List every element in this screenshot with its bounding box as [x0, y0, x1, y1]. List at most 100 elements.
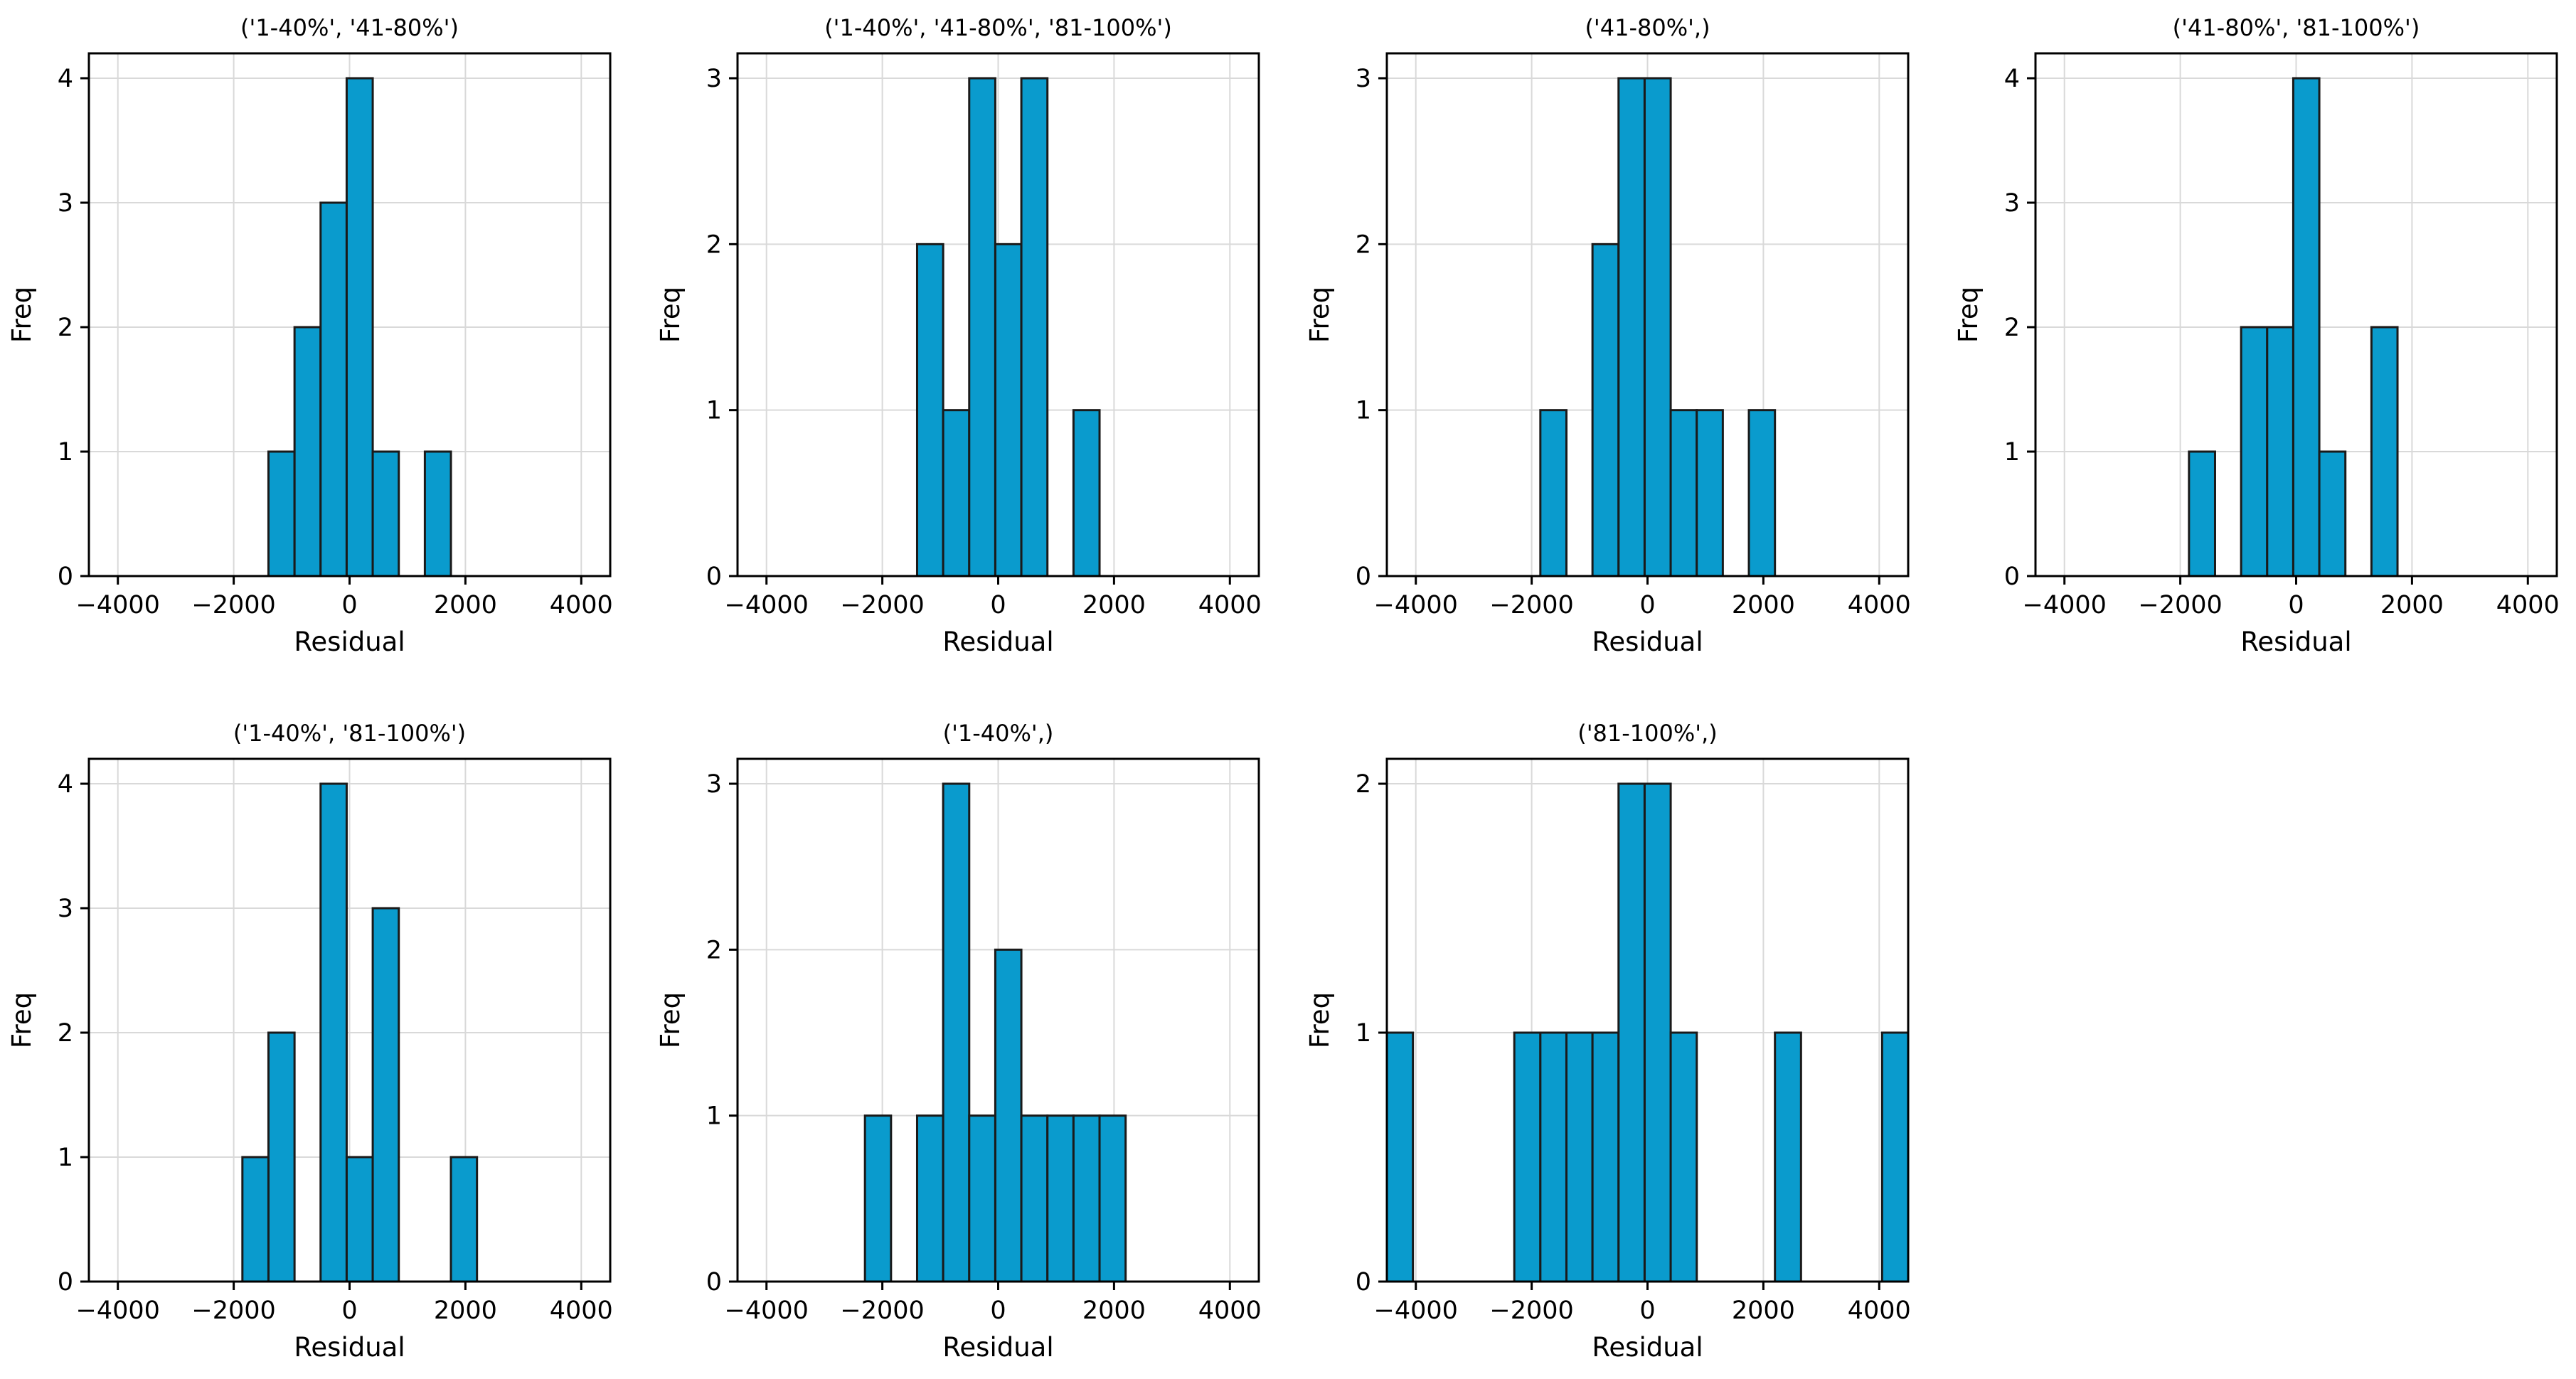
- histogram-bar: [915, 1114, 944, 1283]
- y-tick-label: 1: [58, 438, 73, 467]
- x-axis-label: Residual: [1592, 1332, 1703, 1363]
- histogram-bar: [1591, 243, 1620, 577]
- y-tick-label: 3: [2004, 189, 2020, 218]
- y-tick-label: 3: [1356, 65, 1371, 93]
- y-tick-label: 4: [58, 770, 73, 799]
- y-tick-label: 1: [2004, 438, 2020, 467]
- histogram-bar: [319, 782, 348, 1283]
- x-axis-label: Residual: [942, 627, 1053, 657]
- histogram-bar: [2370, 326, 2399, 577]
- histogram-panel-7: −4000 −2000 0 2000 4000 0 1 2 ('81-100%',) Residu…: [1304, 720, 1911, 1363]
- x-tick-label: −2000: [191, 591, 275, 619]
- panel-title: ('41-80%',): [1585, 14, 1710, 41]
- panel-title: ('1-40%', '41-80%'): [240, 14, 459, 41]
- y-tick-label: 0: [706, 1268, 722, 1297]
- histogram-bar: [371, 450, 400, 577]
- x-tick-label: 0: [341, 1297, 357, 1325]
- x-tick-label: −2000: [840, 591, 924, 619]
- histogram-bar: [371, 907, 400, 1283]
- x-tick-label: 0: [1639, 1297, 1655, 1325]
- y-tick-label: 1: [58, 1144, 73, 1172]
- histogram-bar: [345, 1156, 374, 1283]
- y-axis-label: Freq: [6, 287, 37, 343]
- histogram-bar: [423, 450, 452, 577]
- histogram-panel-1: −4000 −2000 0 2000 4000 0 1 2 3 4 ('1-40%', '41-80…: [6, 14, 613, 657]
- histogram-bar: [968, 77, 996, 577]
- y-tick-label: 0: [2004, 563, 2020, 591]
- histogram-bar: [241, 1156, 270, 1283]
- histogram-bar: [449, 1156, 479, 1283]
- histogram-panel-3: −4000 −2000 0 2000 4000 0 1 2 3 ('41-80%',) Residu…: [1304, 14, 1911, 657]
- y-tick-label: 3: [58, 895, 73, 923]
- y-tick-label: 3: [58, 189, 73, 218]
- x-axis-label: Residual: [2240, 627, 2351, 657]
- x-tick-label: −2000: [2138, 591, 2222, 619]
- histogram-bar: [1539, 409, 1568, 577]
- histogram-bar: [267, 1031, 296, 1283]
- histogram-bar: [1098, 1114, 1127, 1283]
- x-tick-label: 4000: [1198, 591, 1262, 619]
- histogram-bar: [1617, 782, 1646, 1283]
- x-axis-label: Residual: [1592, 627, 1703, 657]
- histogram-panel-4: −4000 −2000 0 2000 4000 0 1 2 3 4 ('41-80%', '81-1…: [1953, 14, 2560, 657]
- x-tick-label: −2000: [1489, 591, 1573, 619]
- histogram-bar: [1591, 1031, 1620, 1283]
- x-tick-label: 2000: [1082, 1297, 1146, 1325]
- histogram-bar: [1643, 77, 1672, 577]
- y-axis-label: Freq: [1304, 287, 1335, 343]
- y-axis-label: Freq: [1953, 287, 1984, 343]
- x-tick-label: 0: [2288, 591, 2304, 619]
- y-tick-label: 2: [2004, 314, 2020, 342]
- x-tick-label: 4000: [550, 591, 613, 619]
- y-tick-label: 0: [58, 563, 73, 591]
- y-tick-label: 2: [706, 936, 722, 964]
- y-tick-label: 1: [1356, 1019, 1371, 1048]
- histogram-bar: [942, 782, 971, 1283]
- y-tick-label: 2: [706, 230, 722, 259]
- panel-title: ('1-40%',): [943, 720, 1054, 747]
- histogram-bar: [1020, 1114, 1049, 1283]
- y-tick-label: 1: [1356, 397, 1371, 425]
- histogram-bar: [1046, 1114, 1075, 1283]
- x-tick-label: 0: [1639, 591, 1655, 619]
- x-tick-label: 2000: [1732, 591, 1795, 619]
- panel-title: ('1-40%', '41-80%', '81-100%'): [824, 14, 1172, 41]
- histogram-bar: [915, 243, 944, 577]
- histogram-bar: [1072, 409, 1101, 577]
- x-tick-label: 2000: [434, 1297, 497, 1325]
- y-tick-label: 0: [58, 1268, 73, 1297]
- histogram-panel-2: −4000 −2000 0 2000 4000 0 1 2 3 ('1-40%', '41-80%…: [655, 14, 1262, 657]
- x-tick-label: −2000: [840, 1297, 924, 1325]
- x-tick-label: 4000: [1848, 591, 1911, 619]
- x-tick-label: −4000: [725, 1297, 809, 1325]
- panel-title: ('1-40%', '81-100%'): [233, 720, 466, 747]
- x-tick-label: 4000: [550, 1297, 613, 1325]
- histogram-bar: [1696, 409, 1724, 577]
- y-axis-label: Freq: [6, 992, 37, 1048]
- histogram-bar: [293, 326, 322, 577]
- histogram-bar: [1669, 409, 1698, 577]
- y-axis-label: Freq: [655, 992, 686, 1048]
- histogram-panel-6: −4000 −2000 0 2000 4000 0 1 2 3 ('1-40%',) Residua…: [655, 720, 1262, 1363]
- y-tick-label: 0: [1356, 1268, 1371, 1297]
- x-tick-label: 2000: [2380, 591, 2444, 619]
- histogram-bar: [1747, 409, 1777, 577]
- y-tick-label: 3: [706, 770, 722, 799]
- x-tick-label: 0: [341, 591, 357, 619]
- x-tick-label: 2000: [434, 591, 497, 619]
- x-tick-label: 0: [990, 591, 1006, 619]
- histogram-bar: [2188, 450, 2216, 577]
- x-axis-label: Residual: [942, 1332, 1053, 1363]
- histogram-bar: [1643, 782, 1672, 1283]
- y-tick-label: 2: [1356, 230, 1371, 259]
- histogram-bar: [2318, 450, 2347, 577]
- y-tick-label: 1: [706, 397, 722, 425]
- y-tick-label: 2: [58, 314, 73, 342]
- histogram-bar: [1020, 77, 1049, 577]
- histogram-bar: [1513, 1031, 1542, 1283]
- histogram-bar: [267, 450, 296, 577]
- histogram-bar: [345, 77, 374, 577]
- y-tick-label: 1: [706, 1102, 722, 1131]
- panel-title: ('81-100%',): [1577, 720, 1717, 747]
- histogram-bar: [1617, 77, 1646, 577]
